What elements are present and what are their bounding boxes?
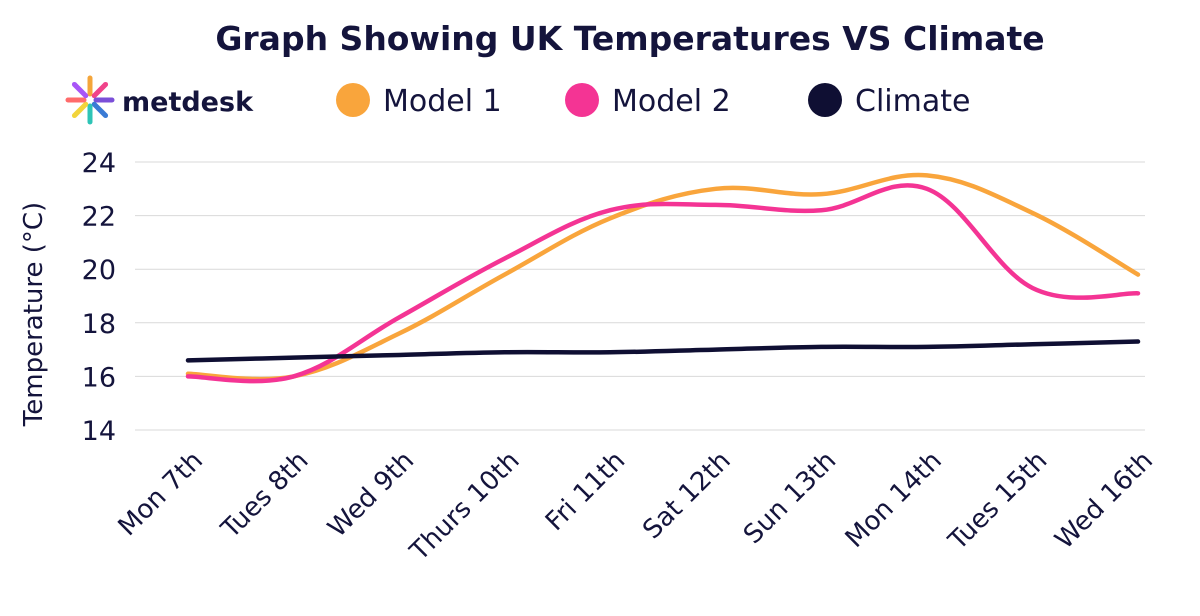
series-lines xyxy=(185,172,1141,384)
legend-marker xyxy=(808,83,842,117)
legend: Model 1 Model 2 Climate xyxy=(336,83,970,119)
gridlines xyxy=(135,161,1145,431)
x-tick-label: Sun 13th xyxy=(738,446,842,550)
x-tick-label: Tues 15th xyxy=(942,446,1053,557)
x-tick-label: Mon 7th xyxy=(113,446,209,542)
x-tick-label: Tues 8th xyxy=(215,446,314,545)
logo-petal xyxy=(91,81,109,99)
logo-burst-icon xyxy=(65,75,115,125)
logo-petal xyxy=(71,81,89,99)
y-tick-label: 24 xyxy=(82,148,116,179)
x-tick-label: Mon 14th xyxy=(840,446,948,554)
logo-text: metdesk xyxy=(122,87,254,118)
x-tick-label: Thurs 10th xyxy=(404,446,526,568)
y-axis-label: Temperature (°C) xyxy=(19,202,49,427)
x-tick-label: Sat 12th xyxy=(637,446,736,545)
y-tick-label: 18 xyxy=(82,309,116,340)
x-tick-label: Wed 9th xyxy=(322,446,420,544)
y-tick-label: 16 xyxy=(82,362,116,393)
legend-label: Model 1 xyxy=(383,84,502,119)
x-tick-label: Fri 11th xyxy=(540,446,631,537)
y-tick-label: 14 xyxy=(82,416,116,447)
legend-marker xyxy=(336,83,370,117)
legend-label: Climate xyxy=(855,84,970,119)
logo-petal xyxy=(91,101,109,119)
legend-label: Model 2 xyxy=(612,84,731,119)
y-tick-label: 20 xyxy=(82,255,116,286)
series-line-model-2 xyxy=(185,183,1141,384)
y-axis-ticks: 14 16 18 20 22 24 xyxy=(82,148,116,447)
metdesk-logo: metdesk xyxy=(65,75,254,125)
logo-petal xyxy=(71,101,89,119)
x-tick-label: Wed 16th xyxy=(1050,446,1159,555)
legend-marker xyxy=(565,83,599,117)
series-line-climate xyxy=(185,339,1141,363)
y-tick-label: 22 xyxy=(82,202,116,233)
chart-title: Graph Showing UK Temperatures VS Climate xyxy=(215,19,1044,58)
